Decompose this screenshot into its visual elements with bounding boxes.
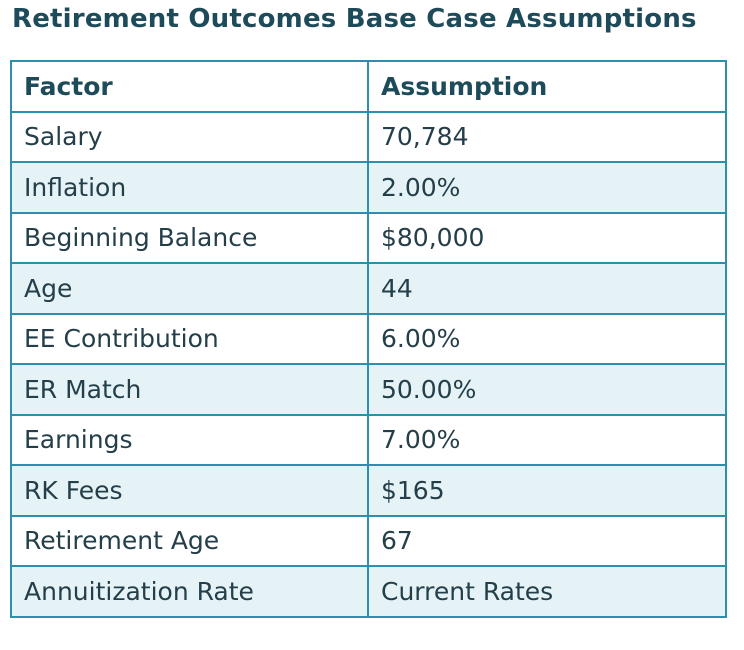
factor-cell: Beginning Balance [10,211,369,264]
table-row: Beginning Balance $80,000 [10,211,727,264]
factor-cell: Inflation [10,161,369,214]
assumption-cell: 2.00% [367,161,727,214]
table-row: Age 44 [10,262,727,315]
factor-cell: Age [10,262,369,315]
header-cell: Factor [10,60,369,113]
table-row: RK Fees $165 [10,464,727,517]
assumption-cell: 6.00% [367,312,727,365]
factor-cell: RK Fees [10,464,369,517]
factor-cell: ER Match [10,363,369,416]
factor-cell: Annuitization Rate [10,565,369,618]
table-body: Salary 70,784 Inflation 2.00% Beginning Bala… [10,110,727,618]
assumption-cell: 44 [367,262,727,315]
assumption-cell: 50.00% [367,363,727,416]
assumption-cell: Current Rates [367,565,727,618]
header-cell: Assumption [367,60,727,113]
table-row: Inflation 2.00% [10,161,727,214]
assumption-cell: $165 [367,464,727,517]
assumptions-table: Factor Assumption Salary 70,784 Inflation 2… [10,60,727,618]
factor-cell: Salary [10,110,369,163]
table-header: Factor Assumption [10,60,727,113]
table-row: Earnings 7.00% [10,413,727,466]
table-row: ER Match 50.00% [10,363,727,416]
assumption-cell: $80,000 [367,211,727,264]
assumption-cell: 67 [367,514,727,567]
assumption-cell: 7.00% [367,413,727,466]
assumption-cell: 70,784 [367,110,727,163]
header-row: Factor Assumption [10,60,727,113]
table-row: Salary 70,784 [10,110,727,163]
page-title: Retirement Outcomes Base Case Assumption… [12,4,697,34]
table-row: Annuitization Rate Current Rates [10,565,727,618]
factor-cell: Retirement Age [10,514,369,567]
factor-cell: Earnings [10,413,369,466]
table-row: Retirement Age 67 [10,514,727,567]
factor-cell: EE Contribution [10,312,369,365]
table-row: EE Contribution 6.00% [10,312,727,365]
